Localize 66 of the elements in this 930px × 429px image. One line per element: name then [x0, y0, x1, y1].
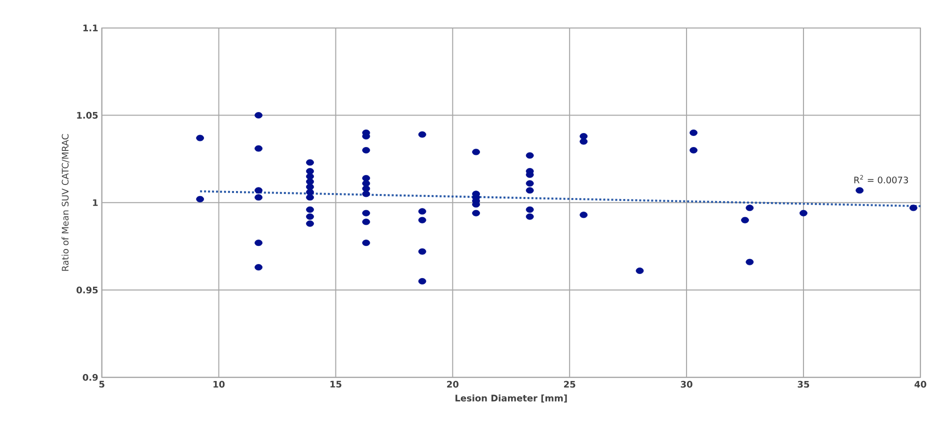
point	[306, 188, 314, 196]
point	[254, 112, 262, 118]
point	[746, 258, 754, 266]
x-axis-title: Lesion Diameter [mm]	[456, 394, 567, 402]
y-tick-label: 1.05	[77, 112, 98, 119]
x-tick-label: 25	[564, 380, 576, 388]
point	[526, 206, 534, 213]
point	[580, 132, 588, 140]
point	[362, 174, 370, 182]
point	[362, 218, 370, 225]
point	[306, 184, 314, 190]
point	[418, 248, 426, 255]
point	[306, 178, 314, 185]
point	[196, 134, 204, 142]
x-tick-label: 35	[798, 380, 810, 388]
point	[418, 131, 426, 138]
point	[580, 138, 588, 145]
point	[690, 146, 698, 154]
y-tick-label: 0.9	[82, 374, 98, 381]
x-tick-label: 10	[214, 380, 225, 388]
point	[362, 180, 370, 186]
point	[306, 168, 314, 174]
annotation: R$^{2}$ = 0.0073	[854, 174, 908, 184]
point	[746, 204, 754, 211]
point	[254, 187, 262, 194]
point	[306, 206, 314, 213]
point	[636, 267, 644, 274]
point	[254, 145, 262, 152]
point	[526, 180, 534, 186]
y-tick-label: 1.1	[83, 24, 98, 32]
point	[254, 240, 262, 246]
point	[580, 212, 588, 218]
point	[196, 196, 204, 202]
x-tick-label: 20	[447, 380, 458, 388]
point	[362, 240, 370, 246]
point	[526, 187, 534, 194]
point	[909, 204, 918, 211]
y-tick-label: 1	[93, 199, 98, 206]
point	[418, 216, 426, 224]
y-axis-title: Ratio of Mean SUV CATC/MRAC	[62, 134, 70, 271]
point	[526, 152, 534, 159]
point	[362, 190, 370, 197]
point	[254, 194, 262, 200]
x-tick-label: 15	[330, 380, 342, 388]
x-tick-label: 5	[99, 380, 104, 388]
point	[418, 278, 426, 284]
point	[362, 146, 370, 154]
x-tick-label: 30	[680, 380, 692, 388]
point	[526, 213, 534, 220]
point	[741, 216, 749, 224]
point	[254, 264, 262, 270]
point	[362, 210, 370, 216]
point	[856, 187, 864, 194]
point	[472, 148, 480, 156]
point	[306, 173, 314, 180]
point	[800, 210, 808, 216]
point	[690, 129, 698, 136]
x-tick-label: 40	[914, 380, 926, 388]
point	[306, 194, 314, 200]
point	[362, 185, 370, 192]
point	[306, 159, 314, 166]
point	[472, 210, 480, 216]
point	[418, 208, 426, 214]
point	[306, 213, 314, 220]
y-tick-label: 0.95	[76, 286, 98, 294]
point	[306, 220, 314, 227]
